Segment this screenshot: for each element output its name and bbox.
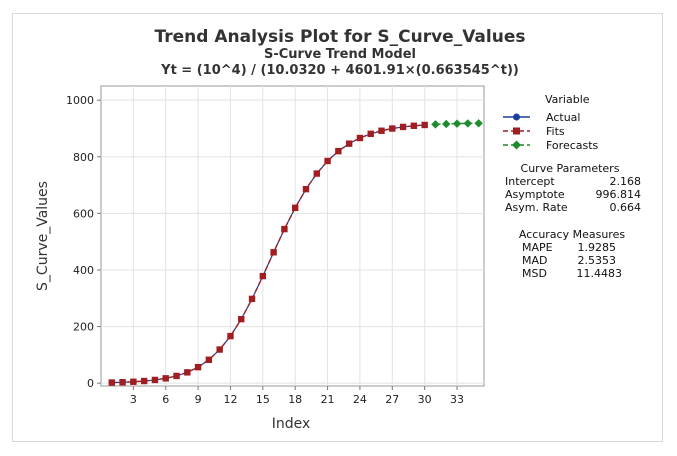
legend-item-fits: Fits <box>503 125 565 138</box>
point-fits <box>302 185 310 193</box>
point-fits <box>399 123 407 131</box>
point-fits <box>205 356 213 363</box>
point-fits <box>259 272 267 280</box>
point-fits <box>162 375 169 382</box>
chart-title: Trend Analysis Plot for S_Curve_Values <box>155 27 526 47</box>
point-fits <box>130 378 137 385</box>
x-tick-label: 21 <box>321 393 335 406</box>
chart-equation: Yt = (10^4) / (10.0320 + 4601.91×(0.6635… <box>160 63 519 78</box>
point-fits <box>410 122 418 129</box>
legend-swatch-actual-marker <box>513 113 520 121</box>
param-value-asymptote: 996.814 <box>596 188 642 201</box>
accuracy-measures-title: Accuracy Measures <box>519 228 625 241</box>
point-fits <box>313 170 320 177</box>
legend-label-forecasts: Forecasts <box>546 139 599 152</box>
point-forecasts <box>431 120 440 129</box>
x-tick-label: 12 <box>223 393 237 406</box>
point-fits <box>356 134 364 142</box>
x-tick-label: 27 <box>385 393 399 406</box>
accuracy-measures-panel: Accuracy Measures MAPE 1.9285 MAD 2.5353… <box>519 228 625 280</box>
point-fits <box>173 372 180 380</box>
point-fits <box>184 369 191 376</box>
measure-label-msd: MSD <box>522 267 547 280</box>
x-tick-label: 24 <box>353 393 367 406</box>
y-tick-label: 200 <box>73 321 94 334</box>
y-tick-label: 600 <box>73 207 94 220</box>
point-fits <box>227 332 234 340</box>
point-fits <box>367 130 374 138</box>
measure-value-mad: 2.5353 <box>578 254 617 267</box>
point-forecasts <box>442 119 451 129</box>
point-fits <box>270 249 277 256</box>
param-label-asymptote: Asymptote <box>505 188 565 201</box>
y-tick-label: 800 <box>73 151 94 164</box>
x-axis-label: Index <box>272 416 311 432</box>
point-fits <box>140 377 148 385</box>
curve-parameters-panel: Curve Parameters Intercept 2.168 Asympto… <box>505 162 641 214</box>
point-fits <box>151 376 159 384</box>
point-fits <box>389 125 396 132</box>
series-layer <box>108 119 483 386</box>
y-tick-label: 400 <box>73 264 94 277</box>
legend-item-actual: Actual <box>503 111 580 124</box>
point-fits <box>108 379 115 386</box>
point-fits <box>291 204 299 212</box>
point-forecasts <box>463 119 473 128</box>
param-label-intercept: Intercept <box>505 175 555 188</box>
x-tick-label: 33 <box>450 393 464 406</box>
x-tick-label: 18 <box>288 393 302 406</box>
plot-area <box>100 85 485 387</box>
point-fits <box>345 140 353 147</box>
curve-parameters-title: Curve Parameters <box>521 162 620 175</box>
param-label-asym-rate: Asym. Rate <box>505 201 568 214</box>
legend-label-actual: Actual <box>546 111 580 124</box>
x-tick-label: 9 <box>195 393 202 406</box>
point-fits <box>194 363 202 371</box>
param-value-intercept: 2.168 <box>610 175 642 188</box>
measure-value-mape: 1.9285 <box>578 241 617 254</box>
measure-value-msd: 11.4483 <box>577 267 623 280</box>
point-forecasts <box>474 119 483 128</box>
point-fits <box>238 315 245 323</box>
param-value-asym-rate: 0.664 <box>610 201 642 214</box>
y-tick-label: 0 <box>87 377 94 390</box>
y-tick-label: 1000 <box>66 94 94 107</box>
axis-ticks: 0 200 400 600 800 1000 3 6 9 12 15 18 21 24 27 30 33 <box>66 94 464 406</box>
x-tick-label: 15 <box>256 393 270 406</box>
point-fits <box>324 157 331 165</box>
point-fits <box>281 225 288 233</box>
measure-label-mape: MAPE <box>522 241 553 254</box>
point-fits <box>216 346 223 353</box>
chart-subtitle: S-Curve Trend Model <box>264 47 416 62</box>
measure-label-mad: MAD <box>522 254 548 267</box>
point-fits <box>335 147 342 155</box>
legend-item-forecasts: Forecasts <box>503 139 599 152</box>
point-fits <box>421 121 428 129</box>
y-axis-label: S_Curve_Values <box>35 181 51 291</box>
legend-title: Variable <box>545 93 590 106</box>
point-forecasts <box>452 119 462 128</box>
x-tick-label: 6 <box>162 393 169 406</box>
legend: Variable Actual Fits Forecasts <box>503 93 599 152</box>
legend-swatch-fits-marker <box>513 127 520 135</box>
x-tick-label: 30 <box>418 393 432 406</box>
x-tick-label: 3 <box>130 393 137 406</box>
point-fits <box>378 127 385 134</box>
point-fits <box>248 295 256 303</box>
legend-label-fits: Fits <box>546 125 565 138</box>
legend-swatch-forecasts-marker <box>512 140 521 150</box>
point-fits <box>119 379 126 386</box>
